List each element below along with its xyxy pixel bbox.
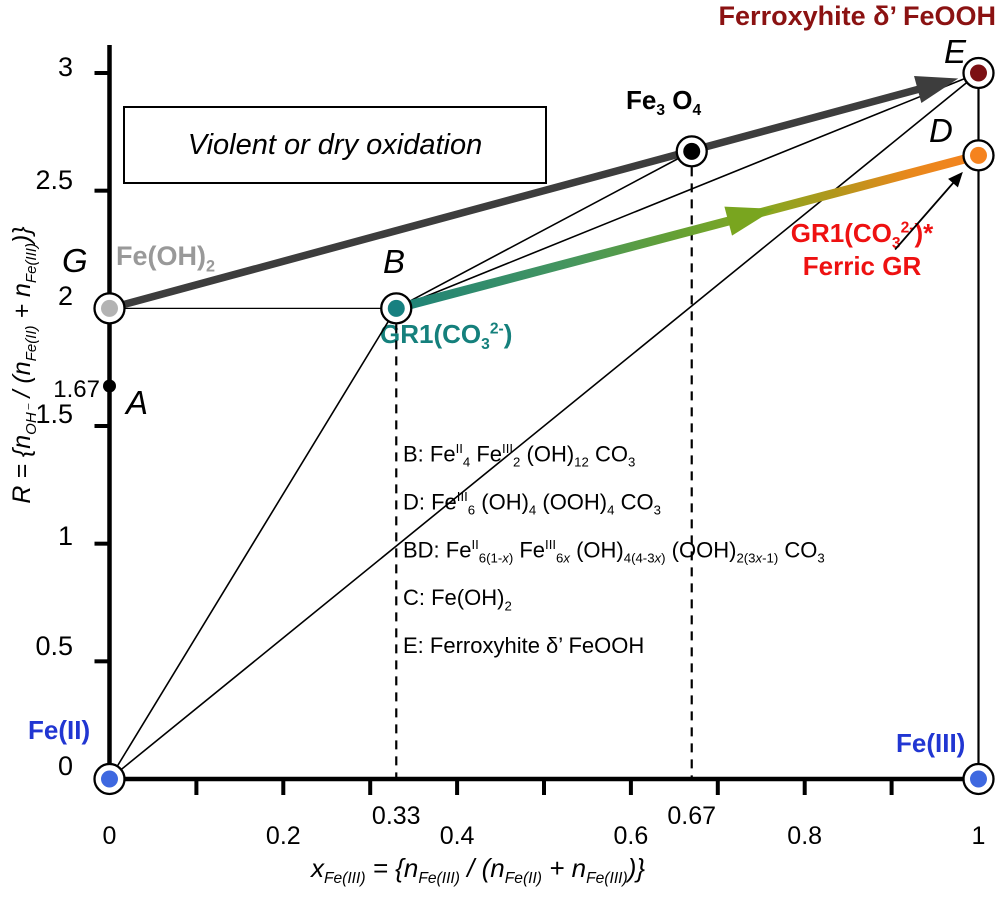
ferric-gr-label-2: Ferric GR [802,251,922,281]
x-tick-label-1: 1 [971,822,986,850]
x-tick-label-0.8: 0.8 [787,822,823,850]
y-tick-label-1.67: 1.67 [53,375,100,403]
point-label-B: B [383,243,406,280]
y-tick-label-2: 2 [57,281,73,312]
ferric-gr-label-1: GR1(CO32-)* [790,218,934,253]
x-axis-title: xFe(III) = {nFe(III) / (nFe(II) + nFe(II… [310,853,646,888]
y-tick-label-2.5: 2.5 [35,164,73,195]
gr1-label: GR1(CO32-) [380,319,513,354]
legend-line-BD: BD: FeII6(1-x) FeIII6x (OH)4(4-3x) (OOH)… [403,537,825,566]
legend-line-D: D: FeIII6 (OH)4 (OOH)4 CO3 [403,489,661,518]
y-tick-label-1.5: 1.5 [35,399,73,429]
y-tick-label-3: 3 [57,52,73,82]
formula-legend: B: FeII4 FeIII2 (OH)12 CO3 D: FeIII6 (OH… [403,441,825,681]
point-label-D: D [929,112,953,149]
x-tick-label-0.67: 0.67 [667,802,717,830]
point-label-FeIII: Fe(III) [896,728,966,758]
y-tick-label-0.5: 0.5 [35,631,73,662]
feoh2-label: Fe(OH)2 [116,241,216,276]
point-label-E: E [944,33,967,70]
x-tick-label-0.2: 0.2 [265,822,301,850]
figure-title: Ferroxyhite δ’ FeOOH [718,1,996,31]
legend-line-C: C: Fe(OH)2 [403,585,512,614]
legend-line-E: E: Ferroxyhite δ’ FeOOH [403,633,645,658]
legend-line-B: B: FeII4 FeIII2 (OH)12 CO3 [403,441,636,470]
oxidation-annotation-box: Violent or dry oxidation [123,106,547,184]
y-tick-label-0: 0 [57,751,73,781]
point-label-G: G [62,242,88,279]
y-tick-label-1: 1 [57,520,73,551]
point-label-FeII: Fe(II) [28,715,91,745]
y-axis-title: R = {nOH⁻ / (nFe(II) + nFe(III))} [8,226,40,504]
x-tick-label-0.4: 0.4 [439,822,475,850]
point-label-Fe3O4: Fe3 O4 [626,85,702,120]
point-label-A: A [126,384,149,421]
x-tick-label-0.6: 0.6 [613,822,649,850]
oxidation-annotation-text: Violent or dry oxidation [187,128,483,161]
x-tick-label-0: 0 [102,822,117,850]
x-tick-label-0.33: 0.33 [371,802,421,830]
